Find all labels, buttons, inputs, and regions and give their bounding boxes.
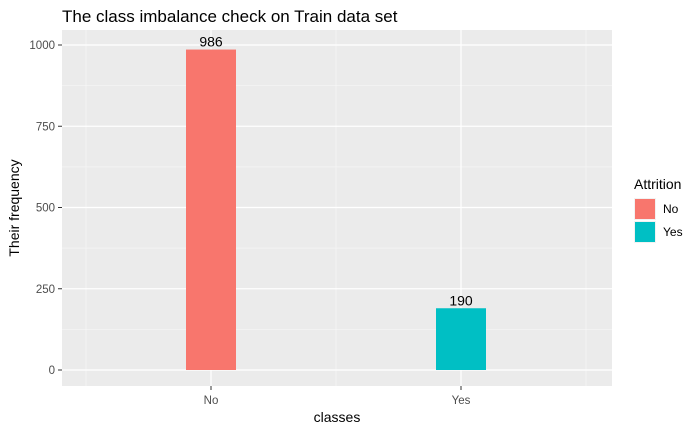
legend-label-no: No xyxy=(663,202,679,216)
x-axis-title: classes xyxy=(314,409,361,425)
data-label-no: 986 xyxy=(199,34,223,50)
chart-title: The class imbalance check on Train data … xyxy=(62,7,398,26)
major-gridlines xyxy=(62,30,612,386)
legend-title: Attrition xyxy=(634,176,681,192)
bar-no xyxy=(186,49,236,371)
data-labels: 986 190 xyxy=(199,34,473,309)
y-tick-label: 250 xyxy=(36,284,55,296)
legend-swatch-no xyxy=(635,199,655,219)
y-tick-label: 1000 xyxy=(29,40,55,52)
x-tick-label: No xyxy=(204,395,219,407)
y-tick-label: 0 xyxy=(49,365,55,377)
data-label-yes: 190 xyxy=(449,292,473,308)
legend-swatch-yes xyxy=(635,222,655,242)
legend: Attrition No Yes xyxy=(634,176,683,243)
x-axis-ticks: No Yes xyxy=(204,386,471,407)
y-axis-title: Their frequency xyxy=(6,159,22,256)
y-tick-label: 750 xyxy=(36,121,55,133)
y-axis-ticks: 0 250 500 750 1000 xyxy=(29,40,62,377)
bar-yes xyxy=(436,308,486,370)
y-tick-label: 500 xyxy=(36,203,55,215)
legend-label-yes: Yes xyxy=(663,225,683,239)
bars xyxy=(186,49,486,371)
x-tick-label: Yes xyxy=(452,395,471,407)
